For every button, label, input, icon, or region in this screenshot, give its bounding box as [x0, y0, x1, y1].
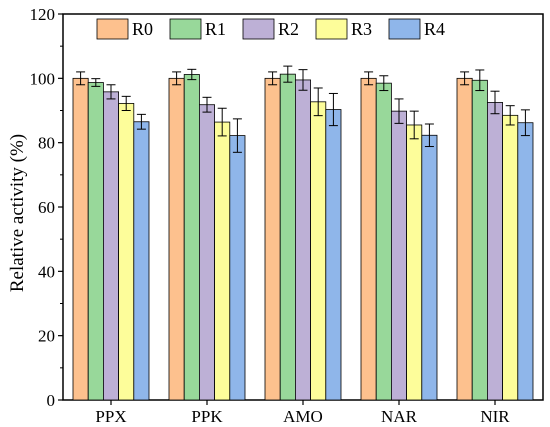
y-tick-label-0: 0	[47, 391, 56, 410]
bar-r4-nar	[421, 134, 438, 401]
legend-label-r0: R0	[132, 19, 153, 39]
bar-r3-nir	[502, 114, 519, 401]
bar-r3-ppx	[118, 103, 135, 401]
y-axis-title: Relative activity (%)	[7, 134, 28, 292]
bar-r4-amo	[325, 109, 342, 401]
legend-label-r3: R3	[351, 19, 372, 39]
legend-swatch-r4	[388, 18, 421, 40]
bar-r2-nir	[486, 102, 503, 401]
bar-r3-amo	[310, 101, 327, 401]
bar-r2-ppk	[198, 104, 215, 401]
legend-swatch-r1	[169, 18, 202, 40]
bar-r2-ppx	[103, 91, 120, 401]
bar-r4-ppk	[229, 135, 246, 401]
bar-r0-ppx	[72, 77, 89, 401]
legend-swatch-r0	[96, 18, 129, 40]
legend: R0 R1 R2 R3 R4	[96, 18, 445, 40]
bar-r2-amo	[294, 79, 311, 401]
bar-r0-nar	[360, 77, 377, 401]
legend-label-r4: R4	[424, 19, 445, 39]
y-tick-label-100: 100	[30, 69, 56, 88]
bar-r3-ppk	[214, 121, 231, 401]
y-tick-label-60: 60	[38, 198, 55, 217]
x-tick-label-nir: NIR	[480, 407, 510, 426]
bar-r4-ppx	[133, 121, 150, 401]
bar-r1-nir	[471, 79, 488, 401]
bar-r3-nar	[406, 124, 423, 401]
legend-label-r1: R1	[205, 19, 226, 39]
bar-r0-ppk	[168, 77, 185, 401]
bar-r0-amo	[264, 77, 281, 401]
legend-swatch-r2	[242, 18, 275, 40]
y-tick-label-40: 40	[38, 262, 55, 281]
x-tick-label-ppk: PPK	[191, 407, 223, 426]
legend-label-r2: R2	[278, 19, 299, 39]
bars	[72, 65, 534, 401]
bar-r1-nar	[375, 82, 392, 401]
legend-swatch-r3	[315, 18, 348, 40]
axes: PPX PPK AMO NAR NIR 0 20 40 60 80 100 120	[30, 5, 511, 426]
bar-r1-amo	[279, 73, 296, 401]
bar-r0-nir	[456, 77, 473, 401]
y-tick-label-20: 20	[38, 327, 55, 346]
bar-r4-nir	[517, 122, 534, 401]
x-tick-label-ppx: PPX	[95, 407, 126, 426]
x-tick-label-amo: AMO	[283, 407, 323, 426]
y-tick-label-120: 120	[30, 5, 56, 24]
bar-r2-nar	[390, 110, 407, 401]
y-tick-label-80: 80	[38, 134, 55, 153]
bar-r1-ppk	[183, 74, 200, 401]
x-tick-label-nar: NAR	[381, 407, 418, 426]
bar-r1-ppx	[87, 82, 104, 401]
